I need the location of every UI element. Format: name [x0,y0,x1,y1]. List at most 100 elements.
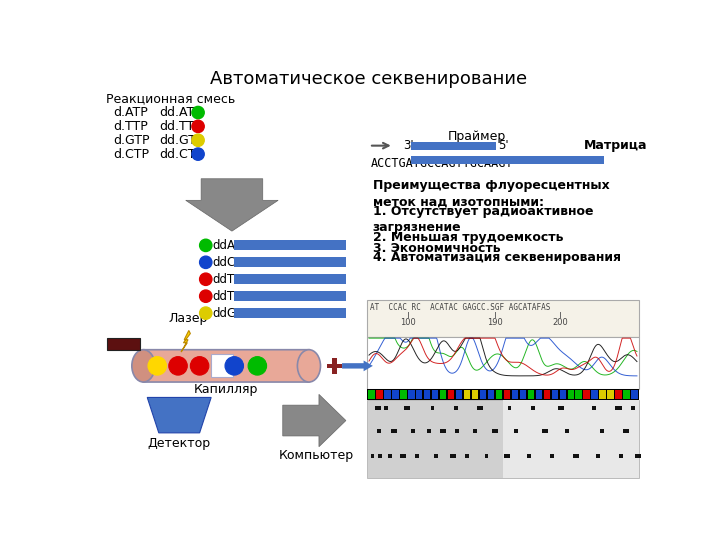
Bar [434,454,438,457]
Text: 3': 3' [404,139,414,152]
Bar [492,429,498,433]
Bar [542,429,549,433]
Bar [408,390,415,399]
Bar [623,429,629,433]
Bar [211,354,233,377]
Bar [455,429,459,433]
Circle shape [192,120,204,132]
Text: AT  CCAC RC  ACATAC GAGCC.SGF AGCATAFAS: AT CCAC RC ACATAC GAGCC.SGF AGCATAFAS [370,303,550,312]
Bar [472,390,478,399]
Circle shape [192,106,204,119]
Bar [600,429,604,433]
Bar [504,454,510,457]
Bar [234,291,346,301]
Bar [504,390,510,399]
Bar [631,406,634,410]
Bar [415,454,419,457]
Text: Автоматическое секвенирование: Автоматическое секвенирование [210,70,528,87]
Bar [520,390,526,399]
Bar [378,454,382,457]
Text: Матрица: Матрица [584,139,647,152]
Bar [624,390,630,399]
Bar [488,390,494,399]
Bar [477,406,483,410]
Bar [465,454,469,457]
Bar [473,429,477,433]
Circle shape [199,239,212,252]
Text: d.GTP: d.GTP [113,134,150,147]
Bar [464,390,470,399]
Text: 190: 190 [487,318,503,327]
Text: dd.ATP: dd.ATP [160,106,202,119]
Bar [512,390,518,399]
Bar [583,390,590,399]
Bar [234,274,346,284]
Bar [450,454,456,457]
Bar [552,390,558,399]
Bar [377,390,382,399]
Bar [531,406,534,410]
Bar [591,390,598,399]
Bar [424,390,431,399]
Bar [508,406,511,410]
Bar [388,454,392,457]
Circle shape [192,134,204,146]
Bar [416,390,423,399]
Bar [573,454,579,457]
Text: Детектор: Детектор [148,437,210,450]
Bar [327,363,342,368]
Bar [107,338,140,350]
Text: ddTTCA: ddTTCA [212,289,258,303]
Text: Капилляр: Капилляр [194,383,258,396]
Text: Реакционная смесь: Реакционная смесь [106,92,235,105]
Bar [371,454,374,457]
Text: dd.TTP: dd.TTP [160,120,202,133]
Bar [608,390,614,399]
Text: 5': 5' [498,139,509,152]
Circle shape [199,290,212,302]
Bar [631,390,638,399]
Bar [616,390,622,399]
Text: ddGTTCA: ddGTTCA [212,307,266,320]
Bar [390,429,397,433]
Text: Лазер: Лазер [168,313,208,326]
Bar [496,390,503,399]
Text: Компьютер: Компьютер [279,449,354,462]
Text: d.CTP: d.CTP [113,147,149,160]
Bar [527,454,531,457]
Circle shape [199,256,212,268]
Circle shape [190,356,209,375]
Bar [375,406,382,410]
Bar [550,454,554,457]
Bar [575,390,582,399]
Bar [600,390,606,399]
Bar [234,257,346,267]
Text: 3. Экономичность: 3. Экономичность [373,242,500,255]
Bar [514,429,518,433]
Bar [485,454,488,457]
Bar [440,429,446,433]
Bar [558,406,564,410]
Bar [528,390,534,399]
Bar [411,429,415,433]
Circle shape [199,307,212,319]
Bar [565,429,570,433]
Bar [456,390,462,399]
Bar [392,390,399,399]
Bar [480,390,486,399]
Bar [400,454,406,457]
Bar [619,454,623,457]
Circle shape [148,356,166,375]
Text: 4. Автоматизация секвенирования: 4. Автоматизация секвенирования [373,251,621,264]
Bar [367,400,639,478]
Bar [448,390,454,399]
Bar [384,406,388,410]
Bar [567,390,574,399]
Circle shape [199,273,212,286]
Polygon shape [181,330,190,352]
Bar [411,142,496,150]
Text: 100: 100 [400,318,415,327]
FancyBboxPatch shape [143,350,309,382]
Text: dd.CTP: dd.CTP [160,147,204,160]
Polygon shape [186,179,278,231]
